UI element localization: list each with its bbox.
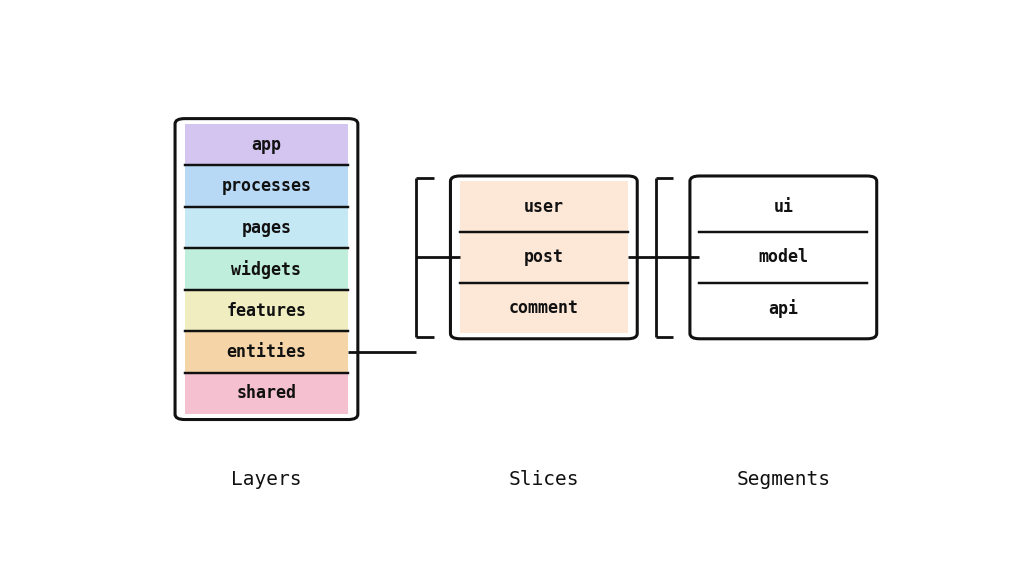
Text: comment: comment (509, 299, 579, 317)
Text: user: user (524, 198, 563, 215)
Bar (184, 290, 348, 331)
Bar (184, 331, 348, 373)
Text: Layers: Layers (231, 470, 302, 489)
Bar (184, 248, 348, 290)
Text: pages: pages (241, 218, 291, 237)
Bar (460, 181, 627, 232)
Text: shared: shared (237, 384, 297, 402)
Bar (460, 282, 627, 333)
Text: post: post (524, 248, 563, 266)
Text: ui: ui (774, 198, 793, 215)
Bar (699, 181, 867, 232)
Text: entities: entities (227, 343, 307, 361)
Text: features: features (227, 301, 307, 320)
Bar (184, 207, 348, 248)
Bar (460, 232, 627, 282)
Text: app: app (251, 136, 281, 154)
Bar (699, 232, 867, 282)
Text: Segments: Segments (736, 470, 830, 489)
Text: model: model (758, 248, 809, 266)
Bar (699, 282, 867, 333)
Bar (184, 166, 348, 207)
Text: api: api (768, 299, 798, 317)
Bar (184, 373, 348, 414)
Bar (184, 124, 348, 166)
Text: processes: processes (221, 177, 311, 195)
Text: Slices: Slices (509, 470, 579, 489)
Text: widgets: widgets (232, 260, 302, 278)
